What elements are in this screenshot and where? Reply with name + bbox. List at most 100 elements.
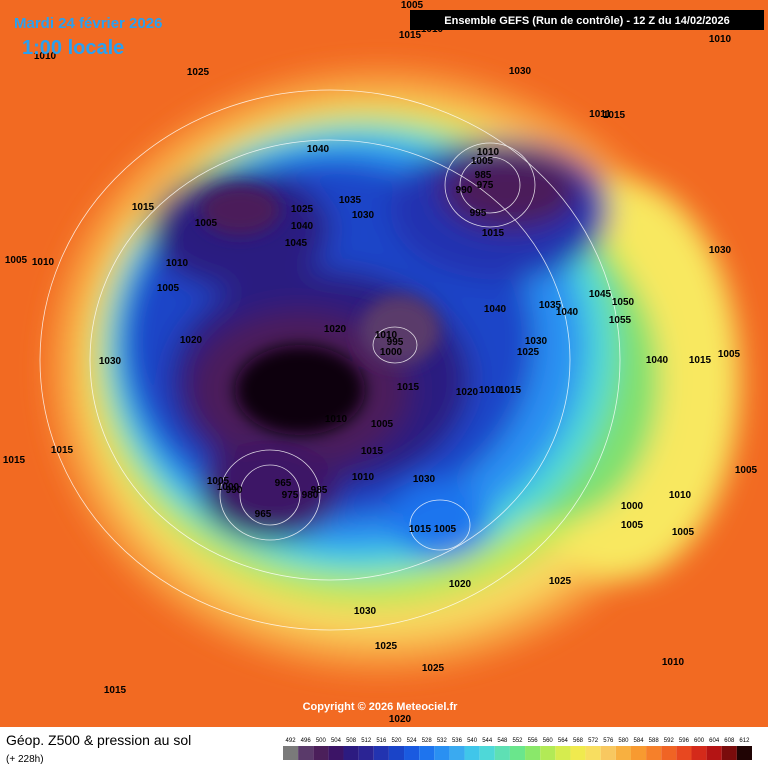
scale-swatch bbox=[600, 746, 616, 760]
isobar-label: 1005 bbox=[371, 419, 394, 430]
isobar-label: 965 bbox=[255, 509, 272, 520]
local-time: 1:00 locale bbox=[22, 37, 124, 59]
scale-label: 596 bbox=[679, 738, 690, 744]
scale-swatch bbox=[388, 746, 405, 760]
isobar-label: 1010 bbox=[477, 147, 500, 158]
scale-swatch bbox=[283, 746, 299, 760]
isobar-label: 1040 bbox=[484, 304, 507, 315]
isobar-label: 1015 bbox=[482, 228, 505, 239]
isobar-label: 1005 bbox=[434, 524, 457, 535]
isobar-label: 1015 bbox=[399, 30, 422, 41]
isobar-label: 1020 bbox=[449, 579, 472, 590]
isobar-label: 1015 bbox=[3, 455, 26, 466]
scale-label: 564 bbox=[558, 738, 569, 744]
isobar-label: 1025 bbox=[422, 663, 445, 674]
isobar-label: 1025 bbox=[517, 347, 540, 358]
isobar-label: 1045 bbox=[285, 238, 308, 249]
isobar-label: 975 bbox=[282, 490, 299, 501]
isobar-label: 995 bbox=[387, 337, 404, 348]
isobar-label: 1020 bbox=[456, 387, 479, 398]
isobar-label: 1020 bbox=[389, 714, 412, 725]
scale-label: 520 bbox=[391, 738, 402, 744]
isobar-label: 1010 bbox=[352, 472, 375, 483]
scale-label: 588 bbox=[649, 738, 660, 744]
isobar-label: 1030 bbox=[354, 606, 377, 617]
copyright: Copyright © 2026 Meteociel.fr bbox=[303, 701, 459, 713]
isobar-label: 1015 bbox=[132, 202, 155, 213]
isobar-label: 1035 bbox=[339, 195, 362, 206]
isobar-label: 1015 bbox=[689, 355, 712, 366]
scale-label: 612 bbox=[739, 738, 750, 744]
isobar-label: 1010 bbox=[32, 257, 55, 268]
scale-label: 540 bbox=[467, 738, 478, 744]
isobar-label: 1015 bbox=[104, 685, 127, 696]
isobar-label: 980 bbox=[302, 490, 319, 501]
isobar-label: 1040 bbox=[556, 307, 579, 318]
scale-label: 608 bbox=[724, 738, 735, 744]
isobar-label: 1025 bbox=[549, 576, 572, 587]
isobar-label: 1005 bbox=[207, 476, 230, 487]
scale-label: 592 bbox=[664, 738, 675, 744]
scale-swatch bbox=[464, 746, 480, 760]
isobar-label: 1015 bbox=[361, 446, 384, 457]
lead-time: (+ 228h) bbox=[6, 754, 44, 765]
isobar-label: 975 bbox=[477, 180, 494, 191]
scale-swatch bbox=[479, 746, 495, 760]
isobar-label: 1005 bbox=[718, 349, 741, 360]
scale-label: 508 bbox=[346, 738, 357, 744]
isobar-label: 1005 bbox=[5, 255, 28, 266]
scale-label: 552 bbox=[512, 738, 523, 744]
isobar-label: 1030 bbox=[413, 474, 436, 485]
scale-label: 536 bbox=[452, 738, 463, 744]
isobar-label: 1015 bbox=[409, 524, 432, 535]
isobar-label: 1010 bbox=[709, 34, 732, 45]
scale-swatch bbox=[615, 746, 631, 760]
scale-label: 572 bbox=[588, 738, 599, 744]
scale-swatch bbox=[706, 746, 722, 760]
scale-swatch bbox=[449, 746, 465, 760]
scale-label: 504 bbox=[331, 738, 342, 744]
scale-label: 544 bbox=[482, 738, 493, 744]
scale-swatch bbox=[646, 746, 662, 760]
scale-swatch bbox=[570, 746, 586, 760]
isobar-label: 1010 bbox=[669, 490, 692, 501]
isobar-label: 1055 bbox=[609, 315, 632, 326]
scale-swatch bbox=[509, 746, 526, 760]
isobar-label: 1000 bbox=[621, 501, 644, 512]
isobar-label: 1020 bbox=[180, 335, 203, 346]
isobar-label: 1030 bbox=[509, 66, 532, 77]
isobar-label: 1000 bbox=[380, 347, 403, 358]
isobar-label: 1005 bbox=[401, 0, 424, 11]
isobar-label: 985 bbox=[475, 170, 492, 181]
isobar-label: 1035 bbox=[539, 300, 562, 311]
isobar-label: 1005 bbox=[471, 156, 494, 167]
isobar-label: 1030 bbox=[99, 356, 122, 367]
scale-label: 516 bbox=[376, 738, 387, 744]
isobar-label: 1010 bbox=[375, 330, 398, 341]
scale-label: 604 bbox=[709, 738, 720, 744]
scale-swatch bbox=[313, 746, 329, 760]
scale-label: 496 bbox=[301, 738, 312, 744]
scale-label: 532 bbox=[437, 738, 448, 744]
scale-swatch bbox=[343, 746, 359, 760]
scale-swatch bbox=[298, 746, 314, 760]
scale-label: 600 bbox=[694, 738, 705, 744]
isobar-label: 1020 bbox=[324, 324, 347, 335]
isobar-label: 1005 bbox=[672, 527, 695, 538]
isobar-label: 1011 bbox=[589, 109, 611, 120]
scale-swatch bbox=[328, 746, 344, 760]
isobar-label: 1045 bbox=[589, 289, 612, 300]
isobar-label: 1050 bbox=[612, 297, 635, 308]
scale-label: 548 bbox=[497, 738, 508, 744]
isobar-label: 1030 bbox=[709, 245, 732, 256]
scale-swatch bbox=[691, 746, 707, 760]
isobar-label: 1025 bbox=[187, 67, 210, 78]
isobar-label: 1015 bbox=[397, 382, 420, 393]
isobar-label: 1030 bbox=[525, 336, 548, 347]
isobar-label: 965 bbox=[275, 478, 292, 489]
scale-swatch bbox=[434, 746, 450, 760]
isobar-label: 1010 bbox=[662, 657, 685, 668]
scale-swatch bbox=[676, 746, 692, 760]
isobar-label: 1010 bbox=[34, 51, 57, 62]
